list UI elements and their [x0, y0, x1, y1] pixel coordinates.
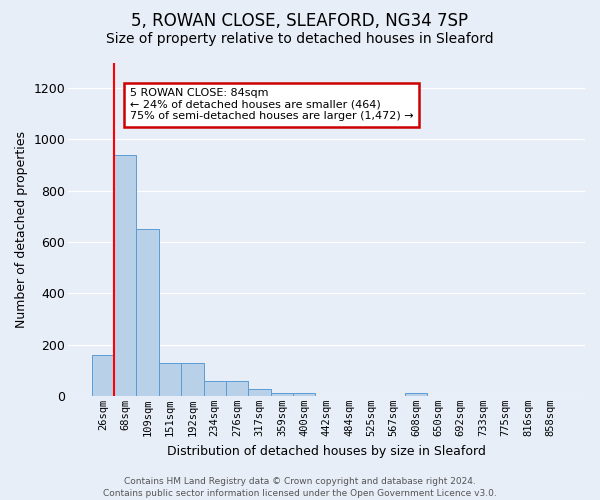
Text: Size of property relative to detached houses in Sleaford: Size of property relative to detached ho… [106, 32, 494, 46]
Bar [159, 362, 181, 396]
Text: 5, ROWAN CLOSE, SLEAFORD, NG34 7SP: 5, ROWAN CLOSE, SLEAFORD, NG34 7SP [131, 12, 469, 30]
X-axis label: Distribution of detached houses by size in Sleaford: Distribution of detached houses by size … [167, 444, 486, 458]
Bar [248, 390, 271, 396]
Bar [226, 380, 248, 396]
Bar [114, 155, 136, 396]
Y-axis label: Number of detached properties: Number of detached properties [15, 130, 28, 328]
Text: Contains HM Land Registry data © Crown copyright and database right 2024.
Contai: Contains HM Land Registry data © Crown c… [103, 476, 497, 498]
Bar [136, 229, 159, 396]
Bar [293, 393, 316, 396]
Text: 5 ROWAN CLOSE: 84sqm
← 24% of detached houses are smaller (464)
75% of semi-deta: 5 ROWAN CLOSE: 84sqm ← 24% of detached h… [130, 88, 413, 122]
Bar [203, 380, 226, 396]
Bar [405, 393, 427, 396]
Bar [181, 362, 203, 396]
Bar [271, 393, 293, 396]
Bar [92, 355, 114, 396]
